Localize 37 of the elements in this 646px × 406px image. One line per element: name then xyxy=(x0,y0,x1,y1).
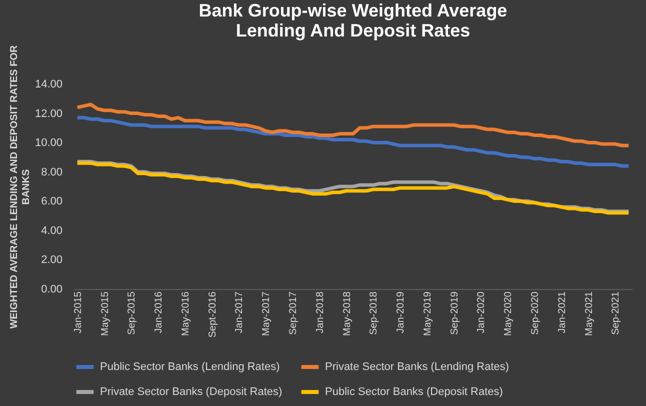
line-series xyxy=(76,116,630,168)
x-tick-label: Sep-2020 xyxy=(530,291,542,335)
y-tick-label: 6.00 xyxy=(41,196,62,208)
x-tick-label: May-2019 xyxy=(422,291,434,336)
legend-label: Public Sector Banks (Deposit Rates) xyxy=(325,386,503,398)
x-tick-label: Sep-2021 xyxy=(610,291,622,335)
x-tick-label: Jan-2021 xyxy=(556,291,568,334)
x-tick-label: May-2020 xyxy=(503,291,514,336)
y-tick-label: 8.00 xyxy=(41,166,62,178)
legend-label: Private Sector Banks (Lending Rates) xyxy=(325,361,510,373)
x-tick-label: Sept-2016 xyxy=(207,291,218,338)
x-tick-label: May-2017 xyxy=(261,291,272,336)
y-tick-label: 4.00 xyxy=(41,224,62,237)
x-tick-label: Sep-2018 xyxy=(368,291,380,335)
x-tick-label: Jan-2017 xyxy=(234,291,246,334)
legend-label: Private Sector Banks (Deposit Rates) xyxy=(100,386,282,398)
y-tick-label: 14.00 xyxy=(34,78,62,90)
y-tick-label: 0.00 xyxy=(41,284,62,296)
x-tick-label: May-2016 xyxy=(180,291,192,336)
x-tick-label: Sep-2017 xyxy=(288,291,299,335)
x-tick-label: May-2021 xyxy=(584,291,595,336)
y-tick-label: 10.00 xyxy=(34,137,62,150)
x-tick-label: Jan-2018 xyxy=(314,291,326,334)
x-tick-label: Jan-2019 xyxy=(396,291,407,334)
x-tick-label: Sep-2019 xyxy=(449,291,460,335)
y-tick-label: 12.00 xyxy=(34,108,62,120)
x-tick-label: Jan-2015 xyxy=(72,291,84,334)
chart-title: Bank Group-wise Weighted Average Lending And Deposit Rates xyxy=(198,0,508,40)
x-tick-label: Jan-2016 xyxy=(154,291,165,334)
line-series xyxy=(76,102,630,148)
x-tick-label: May-2015 xyxy=(100,291,111,336)
x-tick-label: Jan-2020 xyxy=(476,291,488,334)
legend-label: Public Sector Banks (Lending Rates) xyxy=(100,361,280,373)
x-tick-label: Sep-2015 xyxy=(126,291,138,335)
x-tick-label: May-2018 xyxy=(342,291,353,336)
y-tick-label: 2.00 xyxy=(41,254,62,266)
y-axis-title: WEIGHTED AVERAGE LENDING AND DEPOSIT RATES FOR BANKS xyxy=(8,44,32,329)
